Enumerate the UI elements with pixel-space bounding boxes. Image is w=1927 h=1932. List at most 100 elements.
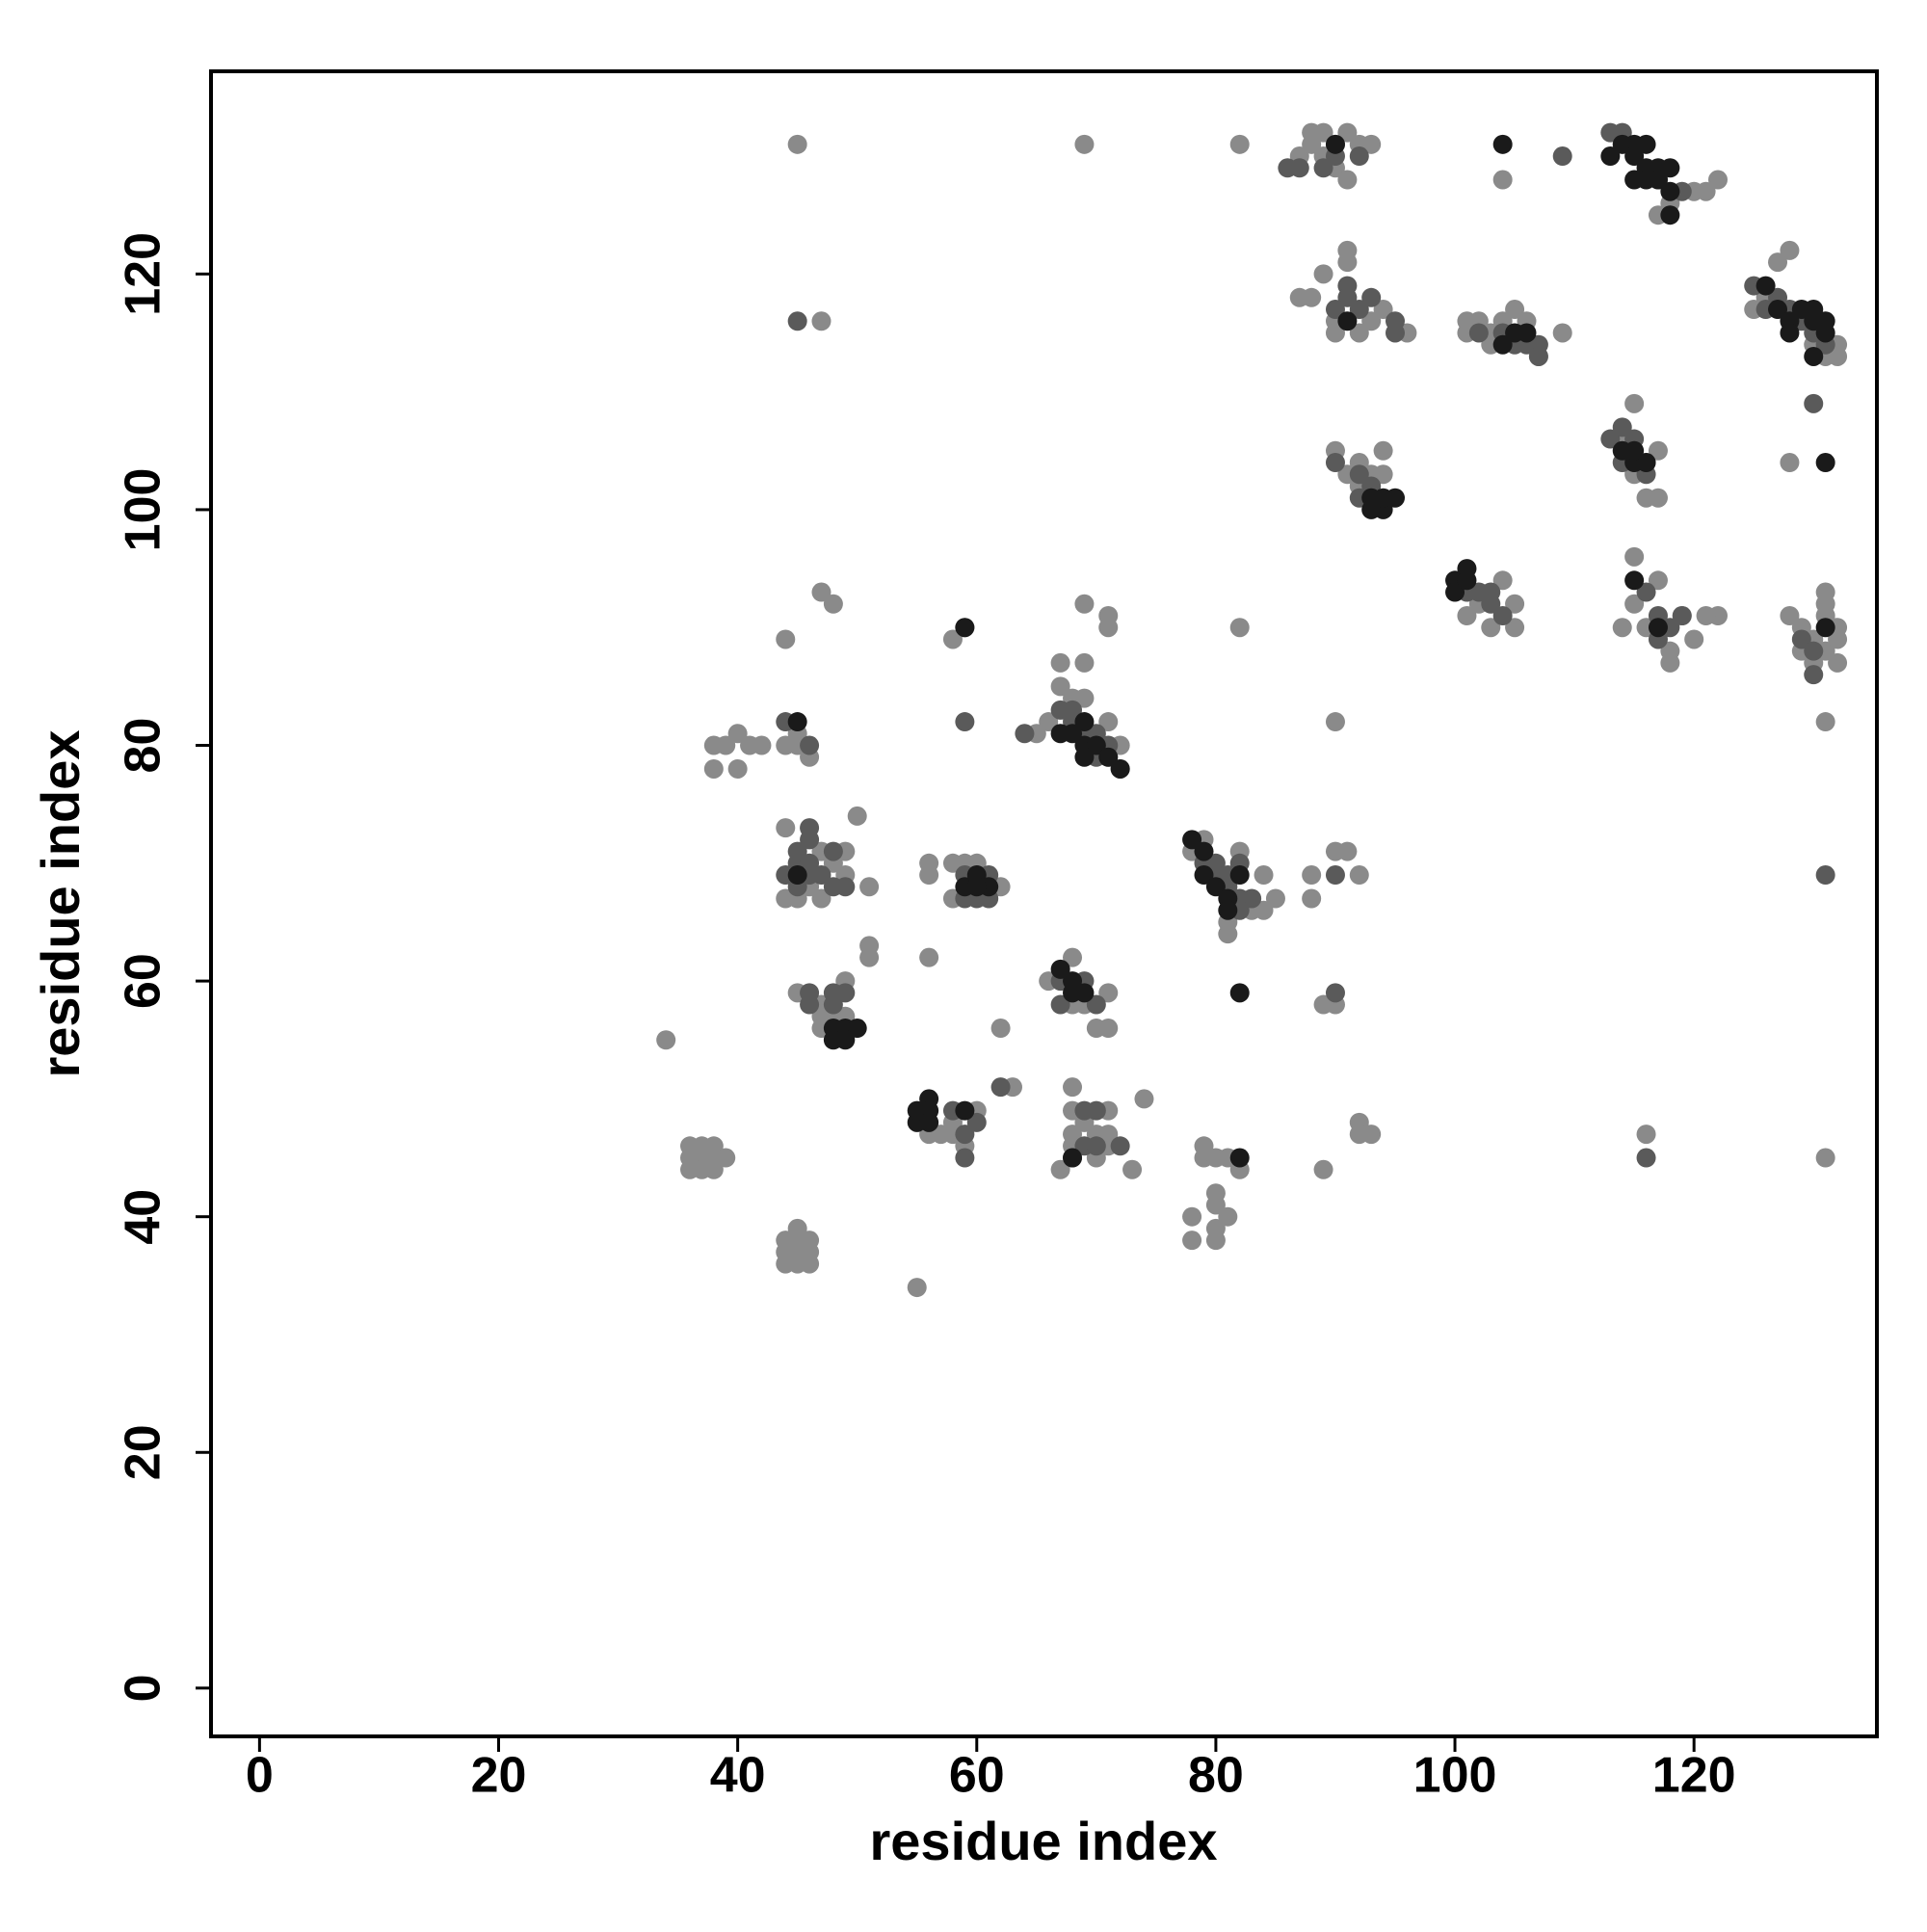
point bbox=[847, 806, 867, 826]
point bbox=[1229, 983, 1250, 1003]
point bbox=[1660, 158, 1680, 178]
point bbox=[811, 888, 832, 909]
point bbox=[1325, 712, 1345, 732]
point bbox=[1468, 323, 1489, 343]
point bbox=[1182, 1206, 1202, 1227]
point bbox=[1074, 594, 1095, 614]
point bbox=[1205, 1231, 1226, 1251]
point bbox=[716, 735, 736, 755]
point bbox=[1325, 983, 1345, 1003]
point bbox=[1254, 900, 1274, 920]
point bbox=[1110, 1136, 1130, 1156]
point bbox=[787, 841, 807, 861]
point bbox=[1660, 205, 1680, 225]
y-tick-label: 20 bbox=[116, 1424, 172, 1480]
point bbox=[1755, 276, 1776, 296]
point bbox=[1517, 323, 1537, 343]
point bbox=[1481, 582, 1501, 602]
point bbox=[1815, 618, 1835, 638]
point bbox=[1624, 594, 1645, 614]
point bbox=[1660, 181, 1680, 201]
point bbox=[716, 1148, 736, 1168]
y-tick-label: 100 bbox=[116, 468, 172, 552]
point bbox=[787, 712, 807, 732]
point bbox=[942, 629, 963, 649]
point bbox=[800, 735, 820, 755]
point bbox=[1815, 865, 1835, 886]
point bbox=[1815, 712, 1835, 732]
point bbox=[1780, 323, 1800, 343]
point bbox=[1648, 440, 1668, 461]
point bbox=[1194, 865, 1214, 886]
point bbox=[727, 758, 748, 779]
point bbox=[1505, 300, 1525, 320]
point bbox=[800, 1254, 820, 1274]
point bbox=[1600, 146, 1621, 167]
point bbox=[859, 877, 880, 897]
point bbox=[1696, 181, 1716, 201]
point bbox=[1218, 1206, 1238, 1227]
point bbox=[811, 311, 832, 331]
point bbox=[1325, 134, 1345, 154]
point bbox=[1349, 146, 1369, 167]
point bbox=[1552, 323, 1572, 343]
x-tick-label: 60 bbox=[949, 1748, 1005, 1804]
point bbox=[1361, 499, 1382, 519]
point bbox=[1361, 134, 1382, 154]
x-tick-label: 20 bbox=[471, 1748, 527, 1804]
point bbox=[1612, 417, 1632, 437]
point bbox=[1373, 300, 1393, 320]
point bbox=[955, 712, 975, 732]
point bbox=[1086, 1136, 1106, 1156]
y-tick-label: 60 bbox=[116, 953, 172, 1009]
point bbox=[1218, 900, 1238, 920]
point bbox=[1229, 618, 1250, 638]
point bbox=[955, 1148, 975, 1168]
y-tick-label: 120 bbox=[116, 232, 172, 316]
point bbox=[800, 830, 820, 850]
point bbox=[1074, 712, 1095, 732]
point bbox=[1050, 994, 1070, 1015]
point bbox=[1110, 758, 1130, 779]
point bbox=[1791, 629, 1811, 649]
point bbox=[1648, 170, 1668, 190]
point bbox=[1325, 300, 1345, 320]
point bbox=[1205, 877, 1226, 897]
point bbox=[1325, 453, 1345, 473]
point bbox=[800, 1231, 820, 1251]
point bbox=[1063, 1077, 1083, 1098]
point bbox=[1636, 582, 1656, 602]
point bbox=[656, 1030, 676, 1050]
point bbox=[1457, 605, 1477, 625]
point bbox=[787, 1242, 807, 1262]
point bbox=[1302, 888, 1322, 909]
point bbox=[823, 841, 843, 861]
point bbox=[1349, 464, 1369, 485]
point bbox=[1050, 652, 1070, 673]
point bbox=[1815, 453, 1835, 473]
point bbox=[1684, 629, 1704, 649]
point bbox=[1086, 735, 1106, 755]
point bbox=[1624, 393, 1645, 413]
point bbox=[1205, 1195, 1226, 1215]
point bbox=[1313, 158, 1333, 178]
point bbox=[1492, 570, 1513, 591]
point bbox=[1648, 618, 1668, 638]
point bbox=[1254, 865, 1274, 886]
point bbox=[966, 1112, 987, 1132]
point bbox=[859, 947, 880, 967]
point bbox=[1361, 287, 1382, 307]
point bbox=[1707, 170, 1728, 190]
point bbox=[1337, 122, 1358, 143]
point bbox=[787, 865, 807, 886]
point bbox=[1636, 1148, 1656, 1168]
x-tick-label: 100 bbox=[1413, 1748, 1497, 1804]
point bbox=[1229, 134, 1250, 154]
x-tick-label: 40 bbox=[710, 1748, 766, 1804]
point bbox=[1015, 724, 1035, 744]
point bbox=[966, 877, 987, 897]
y-axis-title: residue index bbox=[30, 729, 91, 1077]
x-axis-title: residue index bbox=[869, 1811, 1217, 1871]
point bbox=[1349, 323, 1369, 343]
point bbox=[1337, 841, 1358, 861]
